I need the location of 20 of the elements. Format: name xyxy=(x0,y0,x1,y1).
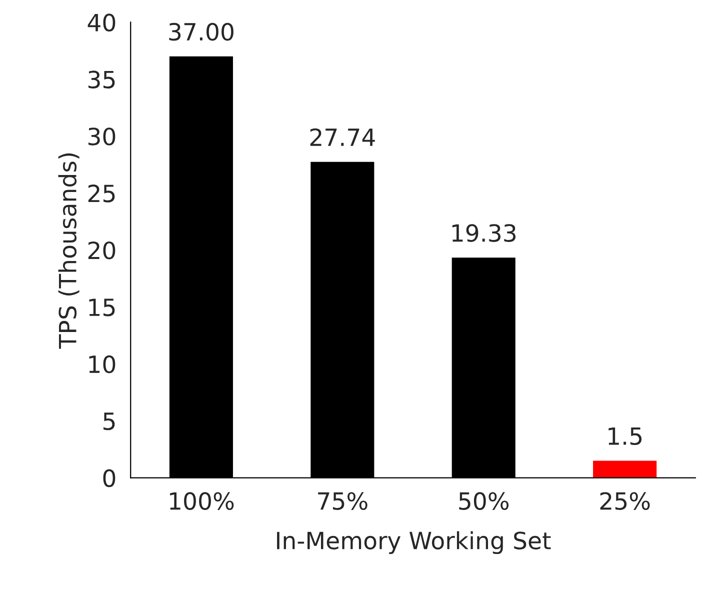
y-tick-label: 40 xyxy=(88,14,116,32)
x-axis-title: In-Memory Working Set xyxy=(277,531,551,554)
y-axis-title: TPS (Thousands) xyxy=(58,153,80,349)
y-tick-label: 30 xyxy=(88,128,116,146)
x-tick-label: 50% xyxy=(459,492,509,510)
x-tick-label: 100% xyxy=(170,492,234,510)
data-label: 19.33 xyxy=(452,224,516,242)
data-label: 1.5 xyxy=(608,427,642,446)
y-tick-label: 0 xyxy=(103,469,116,488)
bar xyxy=(593,460,657,478)
x-tick-label: 75% xyxy=(318,492,368,510)
data-label: 27.74 xyxy=(310,128,375,146)
y-tick-label: 20 xyxy=(88,241,116,260)
y-tick-label: 5 xyxy=(104,412,115,430)
y-tick-label: 35 xyxy=(88,70,115,88)
y-tick-label: 15 xyxy=(89,298,115,316)
y-tick-label: 25 xyxy=(88,184,115,202)
data-label: 37.00 xyxy=(169,22,234,41)
x-tick-label: 25% xyxy=(600,492,650,510)
y-tick-label: 10 xyxy=(89,355,116,374)
